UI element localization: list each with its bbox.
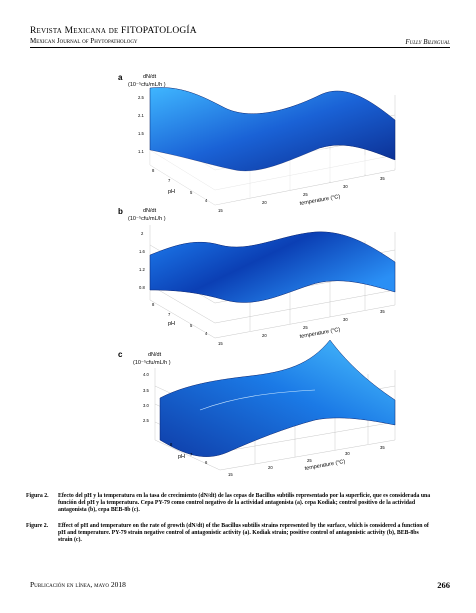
panel-b: b dN/dt (10⁻⁵cfu/mL/h ) 2 1.6 1.2 0.8 8 … [118,207,396,346]
panel-a: a dN/dt (10⁻⁵cfu/mL/h ) 2.5 2.1 1.5 1.1 … [118,73,396,213]
caption-es-text: Efecto del pH y la temperatura en la tas… [58,493,431,514]
panel-a-floor [150,148,395,205]
panel-c-label: c [118,350,123,359]
panel-a-ztick: 2.5 [138,95,144,100]
header-rule [30,47,450,48]
panel-b-ztick: 1.2 [139,267,145,272]
panel-b-phticks: 8 7 5 4 [152,302,208,336]
panel-b-ttick: 35 [380,309,385,314]
panel-c-ztick: 2.5 [143,418,149,423]
panel-a-phticks: 8 7 5 4 [152,168,208,203]
panel-b-zunit: (10⁻⁵cfu/mL/h ) [128,215,166,222]
panel-c-ztick: 4.0 [143,372,149,377]
panel-c-tticks: 15 20 25 30 35 [228,445,385,477]
panel-c-ttick: 30 [345,451,350,456]
panel-a-zunit: (10⁻⁵cfu/mL/h ) [128,81,166,88]
panel-b-zticks: 2 1.6 1.2 0.8 [139,231,145,290]
panel-c: c dN/dt (10⁻⁵cfu/mL/h ) 4.0 3.5 3.0 2.5 … [118,339,396,477]
panel-c-ttick: 15 [228,472,233,477]
panel-c-ttick: 20 [268,465,273,470]
panel-c-phticks: 8 7 6 [170,442,208,465]
panel-b-ztick: 2 [141,231,144,236]
running-header: Revista Mexicana de FITOPATOLOGÍA Mexica… [30,26,450,46]
panel-a-ttick: 25 [303,192,308,197]
caption-es: Figura 2. Efecto del pH y la temperatura… [26,493,434,515]
caption-en-text: Effect of pH and temperature on the rate… [58,523,429,544]
panel-a-phtick: 7 [168,178,171,183]
panel-b-phtick: 7 [168,312,171,317]
panel-c-ylabel: pH [178,454,185,460]
panel-a-ylabel: pH [168,189,175,195]
journal-title-es: Revista Mexicana de FITOPATOLOGÍA [30,26,197,36]
panel-c-surface [159,339,396,457]
panel-b-phtick: 8 [152,302,155,307]
panel-a-ztick: 1.5 [138,131,144,136]
panel-a-ttick: 20 [262,200,267,205]
panel-b-surface [149,231,396,303]
panel-a-ttick: 35 [380,176,385,181]
panel-a-phtick: 5 [190,190,193,195]
panel-a-label: a [118,73,123,82]
caption-en-label: Figure 2. [26,523,49,529]
panel-a-ztick: 2.1 [138,113,144,118]
panel-b-tticks: 15 20 25 30 35 [218,309,385,346]
panel-b-phtick: 5 [190,323,193,328]
panel-b-ztick: 1.6 [139,249,145,254]
panel-c-zunit: (10⁻⁵cfu/mL/h ) [133,359,171,366]
panel-a-zlabel: dN/dt [143,74,157,80]
panel-c-zticks: 4.0 3.5 3.0 2.5 [143,372,149,423]
panel-a-tticks: 15 20 25 30 35 [218,176,385,213]
journal-title-en: Mexican Journal of Phytopathology [30,37,138,45]
panel-c-phtick: 6 [205,460,208,465]
panel-b-ylabel: pH [168,321,175,327]
panel-b-phtick: 4 [205,331,208,336]
panel-c-ttick: 35 [380,445,385,450]
panel-b-zlabel: dN/dt [143,208,157,214]
panel-a-ttick: 30 [343,184,348,189]
panel-c-zlabel: dN/dt [148,352,162,358]
panel-c-ztick: 3.5 [143,388,149,393]
panel-a-phtick: 8 [152,168,155,173]
caption-es-label: Figura 2. [26,493,49,499]
panel-b-ttick: 30 [343,317,348,322]
panel-b-ttick: 25 [303,325,308,330]
caption-en: Figure 2. Effect of pH and temperature o… [26,523,434,545]
panel-a-ttick: 15 [218,208,223,213]
fully-bilingual-label: Fully Bilingual [405,38,450,46]
panel-c-highlight [199,389,316,411]
panel-a-phtick: 4 [205,198,208,203]
panel-a-zticks: 2.5 2.1 1.5 1.1 [138,95,144,154]
panel-c-phtick: 8 [170,442,173,447]
panel-c-ttick: 25 [307,458,312,463]
publication-date: Publicación en línea, mayo 2018 [30,580,126,589]
panel-a-ztick: 1.1 [138,149,144,154]
panel-b-ttick: 15 [218,341,223,346]
panel-c-phtick: 7 [190,452,193,457]
page-number: 266 [437,580,450,590]
panel-c-ztick: 3.0 [143,403,149,408]
panel-b-label: b [118,207,123,216]
panel-b-ztick: 0.8 [139,285,145,290]
running-footer: Publicación en línea, mayo 2018 266 [30,580,450,590]
panel-b-ttick: 20 [262,333,267,338]
